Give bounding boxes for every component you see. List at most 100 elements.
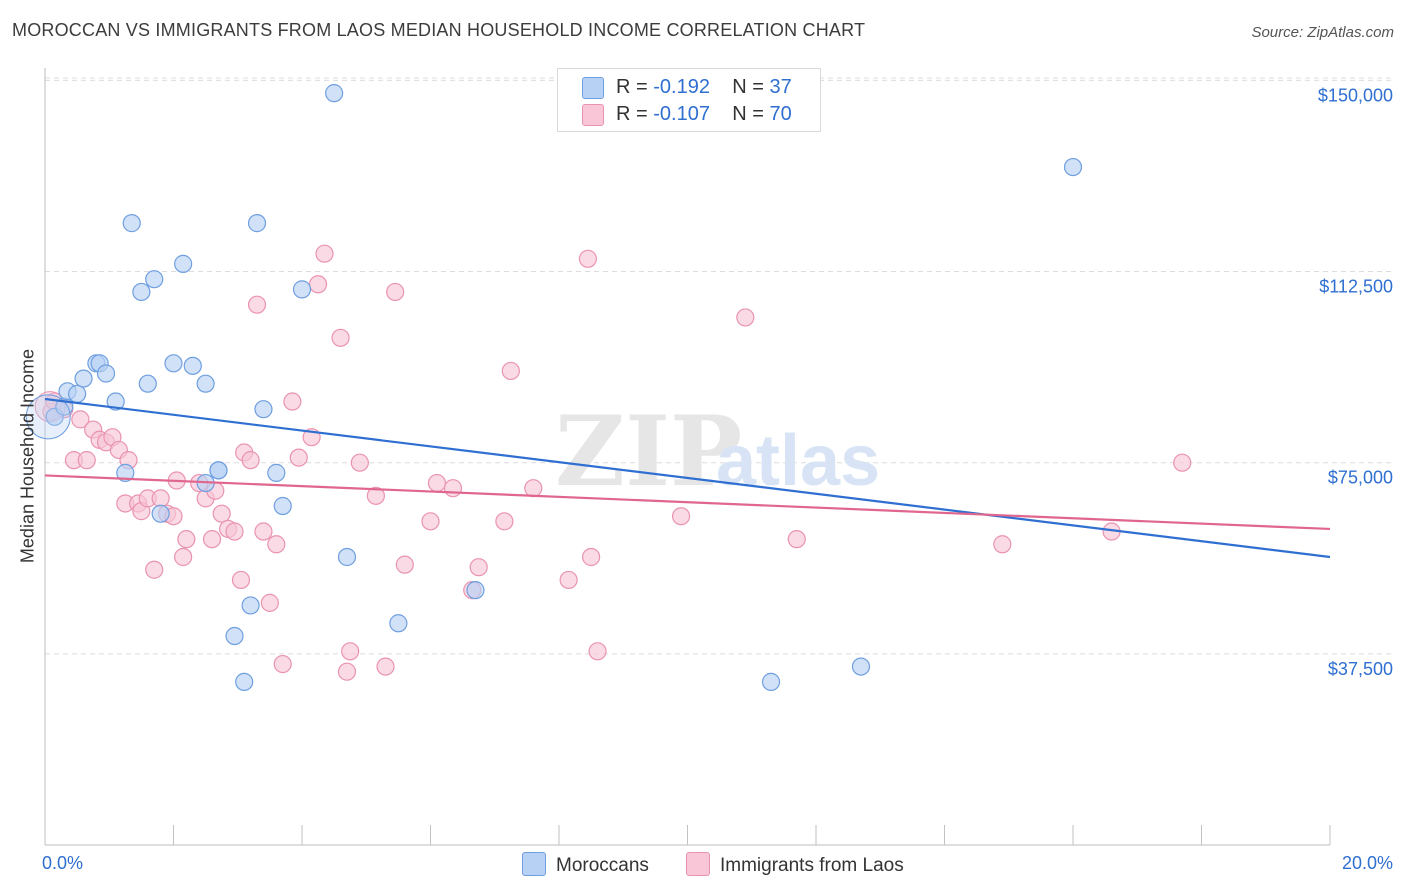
moroccan-point (96, 364, 116, 383)
laos-point (395, 555, 414, 574)
laos-point (469, 558, 488, 577)
moroccan-point (132, 282, 151, 302)
tick-labels: $37,500 $75,000 $112,500 $150,000 0.0% 20.0% (42, 85, 1393, 873)
moroccan-point (138, 374, 157, 393)
moroccan-point (851, 657, 871, 676)
axes (44, 68, 1331, 846)
laos-point (524, 479, 543, 498)
laos-point (254, 522, 273, 541)
laos-point (225, 522, 244, 541)
laos-point (559, 570, 578, 590)
laos-point (341, 642, 360, 661)
chart-title: MOROCCAN VS IMMIGRANTS FROM LAOS MEDIAN … (12, 20, 866, 40)
n-value: 37 (769, 76, 792, 98)
legend-item-laos[interactable]: Immigrants from Laos (686, 852, 904, 877)
y-tick-label: $75,000 (1328, 468, 1393, 488)
laos-swatch (582, 104, 604, 126)
moroccan-point (209, 461, 228, 480)
moroccan-point (74, 369, 93, 388)
laos-point (787, 530, 806, 549)
source-label: Source: ZipAtlas.com (1251, 24, 1394, 41)
x-tick-label: 0.0% (42, 853, 83, 873)
moroccan-point (151, 504, 170, 523)
moroccan-point (68, 384, 87, 403)
legend-item-moroccans[interactable]: Moroccans (522, 852, 649, 877)
laos-point (308, 275, 328, 294)
moroccan-point (254, 400, 273, 419)
moroccan-point (164, 354, 183, 373)
laos-point (273, 654, 292, 674)
y-axis-label: Median Household Income (17, 348, 38, 564)
laos-point (331, 328, 350, 347)
laos-legend-swatch (686, 852, 710, 876)
moroccan-point (273, 496, 292, 516)
laos-point (443, 479, 463, 498)
laos-point (71, 410, 90, 429)
laos-point (283, 392, 302, 411)
laos-point (588, 642, 607, 661)
moroccan-point (466, 581, 485, 600)
n-label: N = (732, 76, 770, 98)
laos-point (241, 451, 260, 470)
r-value: -0.107 (653, 103, 710, 125)
moroccan-point (106, 392, 125, 411)
moroccan-point (196, 374, 215, 393)
moroccan-point (241, 596, 260, 615)
moroccan-point (247, 214, 267, 233)
laos-point (366, 486, 385, 505)
moroccan-point (116, 463, 135, 482)
moroccan-point (225, 626, 244, 646)
n-label: N = (732, 103, 770, 125)
moroccans-swatch (582, 77, 604, 99)
moroccan-trend-line (44, 397, 1331, 559)
moroccan-point (389, 614, 408, 633)
correlation-legend: R = -0.192 N = 37 R = -0.107 N = 70 (557, 68, 821, 132)
laos-point (427, 473, 447, 493)
moroccan-point (174, 254, 193, 273)
moroccans-legend-swatch (522, 852, 546, 876)
y-tick-label: $37,500 (1328, 659, 1393, 679)
laos-point (202, 530, 222, 549)
n-value: 70 (769, 103, 792, 125)
moroccan-point (337, 547, 357, 567)
laos-point (231, 570, 251, 590)
gridlines (45, 77, 1395, 655)
laos-point (212, 504, 231, 523)
moroccan-point (235, 672, 254, 691)
watermark-zip: ZIP (555, 395, 742, 508)
laos-point (1173, 453, 1192, 472)
laos-point (582, 547, 601, 567)
moroccan-points (25, 84, 1083, 691)
moroccan-point (183, 356, 202, 375)
laos-point (376, 657, 395, 676)
laos-point (421, 512, 440, 531)
laos-point (337, 662, 357, 681)
laos-point (578, 249, 598, 268)
moroccan-point (25, 394, 71, 440)
laos-point (267, 535, 286, 554)
y-tick-label: $112,500 (1319, 277, 1393, 297)
laos-point (386, 282, 405, 302)
laos-point (736, 308, 755, 327)
moroccan-point (292, 280, 312, 299)
moroccan-point (761, 672, 781, 691)
laos-point (289, 448, 308, 467)
laos-point (501, 361, 520, 381)
laos-point (495, 512, 514, 531)
moroccan-point (122, 214, 141, 233)
watermark: ZIP atlas (555, 395, 880, 508)
r-value: -0.192 (653, 76, 710, 98)
laos-point (177, 530, 196, 549)
laos-point (77, 451, 96, 470)
moroccan-point (1063, 157, 1083, 177)
x-tick-label: 20.0% (1342, 853, 1393, 873)
laos-point (151, 489, 170, 508)
trend-lines (44, 397, 1331, 559)
r-label: R = (616, 103, 654, 125)
moroccan-point (325, 84, 344, 103)
laos-point (247, 295, 267, 314)
laos-point (350, 453, 369, 472)
moroccans-legend-label: Moroccans (556, 855, 649, 876)
watermark-atlas: atlas (716, 421, 880, 501)
